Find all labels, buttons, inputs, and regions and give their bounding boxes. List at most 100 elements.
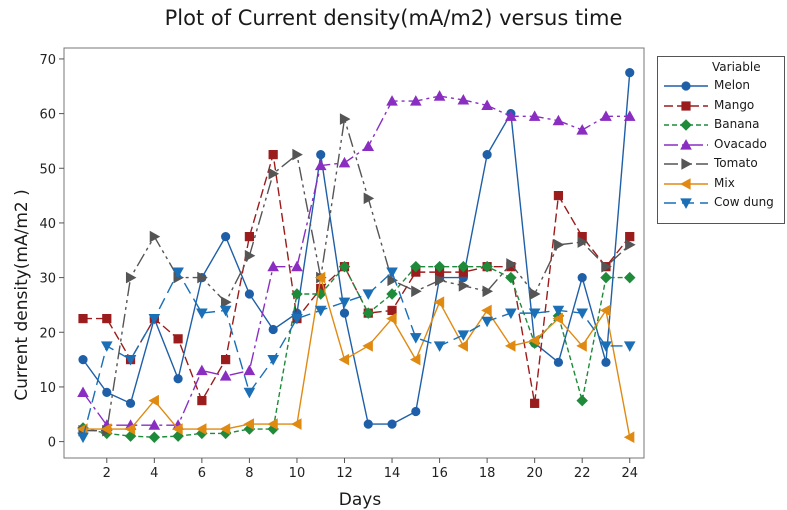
x-tick-label: 20: [526, 466, 543, 481]
data-point: [528, 308, 541, 320]
data-point: [100, 423, 112, 435]
x-tick-label: 8: [245, 466, 253, 481]
y-tick-label: 40: [39, 217, 56, 232]
legend-marker: [681, 158, 692, 170]
x-tick-label: 22: [574, 466, 591, 481]
data-point: [291, 418, 302, 430]
x-tick-label: 2: [103, 466, 111, 481]
data-point: [625, 232, 635, 242]
data-point: [600, 110, 612, 121]
legend-marker: [680, 177, 691, 190]
data-point: [268, 150, 278, 160]
data-point: [196, 364, 208, 376]
data-point: [623, 110, 636, 121]
legend-label: Mango: [714, 97, 755, 112]
data-point: [338, 156, 351, 168]
data-point: [197, 271, 208, 284]
data-point: [363, 192, 375, 205]
data-point: [244, 289, 255, 299]
data-point: [433, 90, 446, 101]
data-point: [221, 296, 232, 309]
series-melon: [78, 67, 635, 429]
series-layer: [77, 67, 636, 444]
y-axis-ticks: 0 10 20 30 40 50 60 70: [39, 53, 64, 451]
x-tick-label: 18: [479, 466, 496, 481]
data-point: [124, 354, 137, 366]
series-line: [83, 118, 631, 432]
data-point: [576, 340, 587, 352]
data-point: [244, 249, 256, 262]
data-point: [434, 274, 446, 287]
data-point: [314, 159, 327, 171]
series-line: [83, 276, 631, 438]
legend-marker: [680, 119, 692, 131]
data-point: [386, 312, 397, 325]
data-point: [268, 167, 280, 180]
data-point: [504, 340, 516, 352]
data-point: [457, 260, 470, 273]
data-point: [623, 341, 636, 352]
data-point: [386, 95, 398, 106]
data-point: [505, 271, 517, 284]
data-point: [481, 99, 493, 110]
data-point: [338, 260, 351, 273]
data-point: [553, 191, 564, 201]
data-point: [506, 258, 517, 270]
data-point: [576, 308, 589, 320]
data-point: [172, 423, 183, 435]
data-point: [481, 260, 493, 273]
x-tick-label: 24: [621, 466, 638, 481]
y-tick-label: 10: [39, 381, 56, 396]
data-point: [172, 267, 184, 279]
y-tick-label: 0: [48, 436, 56, 451]
plot-area-frame: [63, 47, 645, 459]
legend-title: Variable: [712, 60, 761, 74]
data-point: [624, 271, 636, 284]
y-tick-label: 70: [39, 53, 56, 68]
x-tick-label: 16: [431, 466, 448, 481]
legend-swatch: [664, 119, 708, 131]
x-axis-ticks: 2 4 6 8 10 12 14 16 18 20 22 24: [103, 458, 638, 481]
y-tick-label: 50: [39, 162, 56, 177]
data-point: [411, 406, 421, 417]
data-point: [457, 94, 470, 105]
data-point: [362, 289, 375, 300]
data-point: [433, 341, 446, 352]
legend: Variable Melon Mango Banana Ovacado Tomato Mi…: [657, 56, 785, 224]
data-point: [267, 418, 278, 430]
legend-swatch: [664, 100, 708, 111]
legend-item: Banana: [658, 116, 784, 134]
series-line: [82, 72, 631, 425]
data-point: [530, 398, 540, 408]
data-point: [221, 232, 231, 242]
legend-swatch: [664, 177, 708, 190]
legend-marker: [680, 138, 692, 150]
data-point: [433, 296, 445, 309]
legend-swatch: [664, 138, 708, 150]
data-point: [362, 307, 374, 319]
data-point: [386, 288, 398, 300]
y-axis-title: Current density(mA/m2 ): [12, 189, 32, 401]
legend-marker: [680, 198, 692, 209]
x-tick-label: 14: [384, 466, 401, 481]
data-point: [600, 304, 611, 317]
data-point: [458, 279, 470, 292]
legend-label: Cow dung: [714, 195, 774, 209]
x-tick-label: 10: [289, 466, 306, 481]
data-point: [316, 150, 326, 160]
data-point: [314, 305, 327, 317]
data-point: [623, 431, 635, 444]
data-point: [457, 340, 468, 352]
x-axis-title: Days: [338, 490, 382, 510]
data-point: [268, 324, 278, 335]
data-point: [552, 312, 564, 325]
data-point: [600, 341, 612, 352]
data-point: [625, 67, 635, 78]
data-point: [148, 394, 159, 407]
data-point: [482, 285, 494, 298]
x-tick-label: 6: [198, 466, 206, 481]
data-point: [124, 423, 136, 435]
data-point: [267, 354, 279, 366]
data-point: [219, 370, 232, 381]
data-point: [409, 353, 421, 366]
